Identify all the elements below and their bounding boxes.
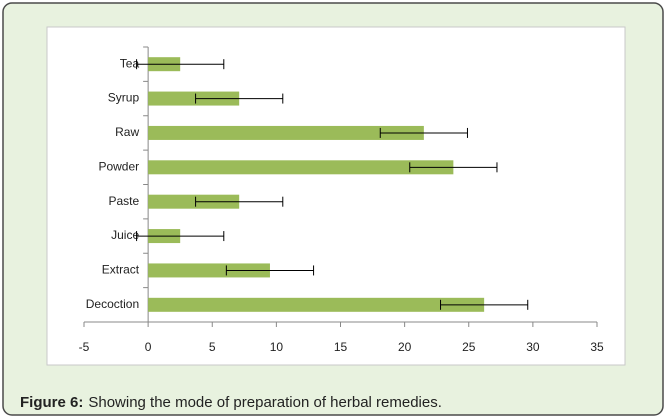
- bar: [148, 263, 270, 278]
- x-tick-label: 35: [590, 340, 604, 354]
- x-tick-label: 25: [462, 340, 476, 354]
- x-tick-label: -5: [79, 340, 90, 354]
- y-tick-label: Juice: [111, 228, 139, 242]
- caption-label: Figure 6:: [20, 394, 83, 411]
- caption-text: Showing the mode of preparation of herba…: [88, 394, 442, 411]
- x-tick-label: 10: [270, 340, 284, 354]
- bar: [148, 160, 454, 175]
- bar: [148, 194, 240, 209]
- bar: [148, 125, 424, 140]
- x-tick-label: 0: [145, 340, 152, 354]
- y-tick-label: Raw: [115, 125, 139, 139]
- bar: [148, 91, 240, 106]
- y-tick-label: Paste: [108, 194, 139, 208]
- y-tick-label: Extract: [102, 263, 140, 277]
- y-tick-label: Decoction: [86, 297, 139, 311]
- x-tick-label: 30: [526, 340, 540, 354]
- x-tick-label: 20: [398, 340, 412, 354]
- y-tick-label: Powder: [98, 159, 139, 173]
- x-tick-label: 5: [209, 340, 216, 354]
- y-tick-label: Syrup: [108, 91, 140, 105]
- y-tick-label: Tea: [120, 56, 140, 70]
- bar: [148, 297, 485, 312]
- caption: Figure 6: Showing the mode of preparation…: [20, 394, 442, 411]
- x-tick-label: 15: [334, 340, 348, 354]
